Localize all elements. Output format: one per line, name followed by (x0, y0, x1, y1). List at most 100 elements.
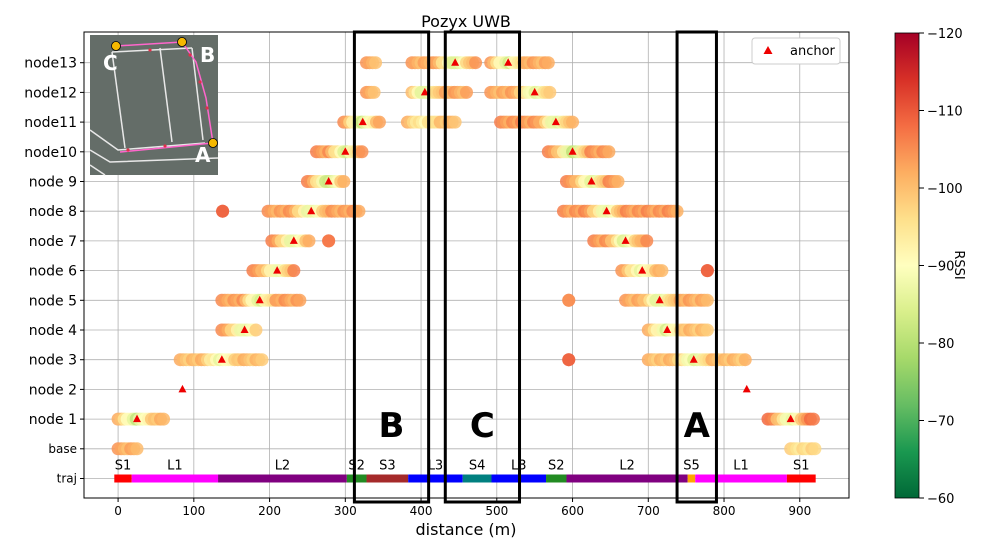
trajectory-segment (114, 474, 132, 483)
trajectory-segment (131, 474, 219, 483)
y-tick-label: node 5 (29, 293, 77, 309)
x-axis-label: distance (m) (416, 520, 517, 539)
y-tick-label: node 2 (29, 382, 77, 398)
trajectory-label: S2 (548, 459, 565, 474)
rssi-point (738, 353, 752, 367)
trajectory-label: L1 (167, 459, 183, 474)
trajectory-label: S4 (469, 459, 486, 474)
x-tick-label: 600 (561, 504, 584, 518)
rssi-point (367, 85, 381, 99)
anchor-marker (289, 236, 298, 244)
colorbar-tick-label: −120 (927, 27, 963, 42)
anchor-marker (358, 117, 367, 126)
y-tick-label: node 3 (29, 353, 77, 369)
legend-box (751, 37, 841, 65)
rssi-point (322, 234, 336, 248)
rssi-point (157, 412, 171, 426)
y-tick-label: node 4 (29, 323, 77, 339)
x-tick-label: 800 (713, 504, 736, 518)
rssi-point (602, 145, 616, 159)
rssi-point (806, 412, 820, 426)
trajectory-label: L3 (428, 459, 444, 474)
rssi-point (543, 85, 557, 99)
rssi-point (372, 115, 386, 129)
x-tick-label: 300 (334, 504, 357, 518)
rssi-point (700, 264, 714, 278)
y-axis-ticks: traj base node 1 node 2 node 3 node 4 node 5 no… (24, 56, 84, 486)
trajectory-bar: S1 L1 L2 S2 S3 L3 S4 L3 S2 L2 S5 L1 S1 (114, 459, 816, 483)
inset-label-c: C (103, 51, 118, 75)
x-tick-label: 100 (182, 504, 205, 518)
x-tick-label: 900 (788, 504, 811, 518)
inset-node-marker (148, 48, 152, 52)
trajectory-segment (687, 474, 696, 483)
y-tick-label: node11 (24, 115, 77, 131)
rssi-point (216, 204, 230, 218)
colorbar-tick-label: −110 (927, 105, 963, 120)
y-tick-label: traj (57, 472, 77, 486)
trajectory-label: L2 (275, 459, 291, 474)
rssi-point (655, 264, 669, 278)
trajectory-segment (786, 474, 816, 483)
y-tick-label: node 8 (29, 204, 77, 220)
anchor-marker (655, 295, 664, 304)
inset-anchor-marker (208, 138, 218, 148)
annotation-label: A (684, 406, 711, 446)
colorbar-tick-label: −100 (927, 182, 963, 197)
anchor-markers (133, 58, 795, 423)
anchor-marker (133, 414, 142, 423)
anchor-marker (307, 206, 316, 215)
inset-node-marker (198, 80, 202, 84)
colorbar-ticks: −120 −110 −100 −90 −80 −70 −60 (919, 27, 963, 507)
trajectory-label: L2 (619, 459, 635, 474)
anchor-marker (324, 177, 333, 185)
rssi-point (460, 85, 473, 99)
anchor-marker (551, 117, 560, 126)
trajectory-segment (408, 474, 463, 483)
rssi-point (249, 323, 263, 337)
rssi-point (469, 56, 483, 70)
y-tick-label: node 7 (29, 234, 77, 250)
y-tick-label: node10 (24, 145, 77, 161)
inset-node-marker (163, 144, 167, 148)
anchor-marker (273, 266, 282, 274)
anchor-marker (420, 87, 429, 96)
colorbar: −120 −110 −100 −90 −80 −70 −60 RSSI (894, 27, 966, 507)
rssi-point (355, 145, 369, 159)
trajectory-segment (218, 474, 347, 483)
inset-node-marker (126, 148, 130, 152)
y-tick-label: node12 (24, 85, 77, 101)
anchor-marker (786, 414, 795, 423)
trajectory-segment (462, 474, 492, 483)
legend-anchor-marker (763, 46, 773, 54)
anchor-marker (742, 384, 751, 393)
inset-label-a: A (195, 143, 211, 167)
trajectory-label: S2 (348, 459, 365, 474)
plot-frame (83, 31, 850, 499)
rssi-point (562, 353, 576, 367)
annotation-label: C (470, 406, 495, 446)
anchor-marker (341, 147, 350, 155)
inset-node-marker (188, 53, 192, 57)
colorbar-tick-label: −70 (927, 415, 954, 430)
inset-roads (89, 47, 219, 176)
y-tick-label: node 6 (29, 264, 77, 280)
legend[interactable]: anchor (751, 37, 841, 65)
rssi-point (700, 293, 714, 307)
rssi-point (448, 115, 462, 129)
trajectory-segment (346, 474, 367, 483)
rssi-point (369, 56, 383, 70)
rssi-point (562, 293, 576, 307)
trajectory-label: L1 (733, 459, 749, 474)
colorbar-tick-label: −80 (927, 337, 954, 352)
colorbar-gradient (894, 32, 920, 499)
anchor-marker (638, 266, 647, 274)
trajectory-segment (566, 474, 688, 483)
chart-title: Pozyx UWB (421, 12, 511, 31)
anchor-marker (621, 236, 630, 244)
x-tick-label: 200 (258, 504, 281, 518)
rssi-point (700, 323, 714, 337)
trajectory-label: S1 (793, 459, 810, 474)
rssi-point (130, 442, 144, 456)
rssi-point (287, 264, 301, 278)
